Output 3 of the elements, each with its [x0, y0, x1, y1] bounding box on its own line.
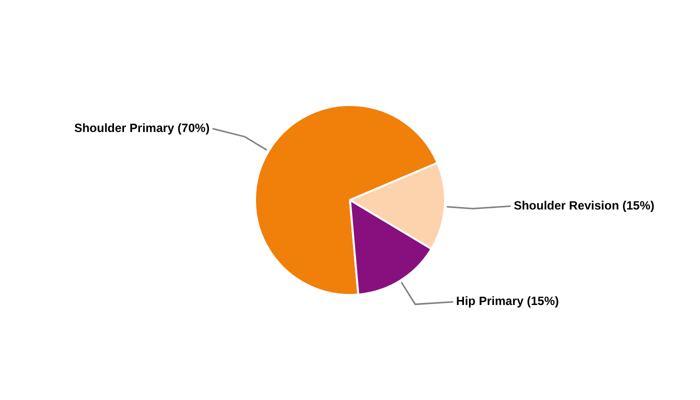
- slice-label: Shoulder Revision (15%): [514, 198, 654, 212]
- slice-label: Shoulder Primary (70%): [74, 120, 210, 135]
- slice-label: Hip Primary (15%): [456, 294, 559, 308]
